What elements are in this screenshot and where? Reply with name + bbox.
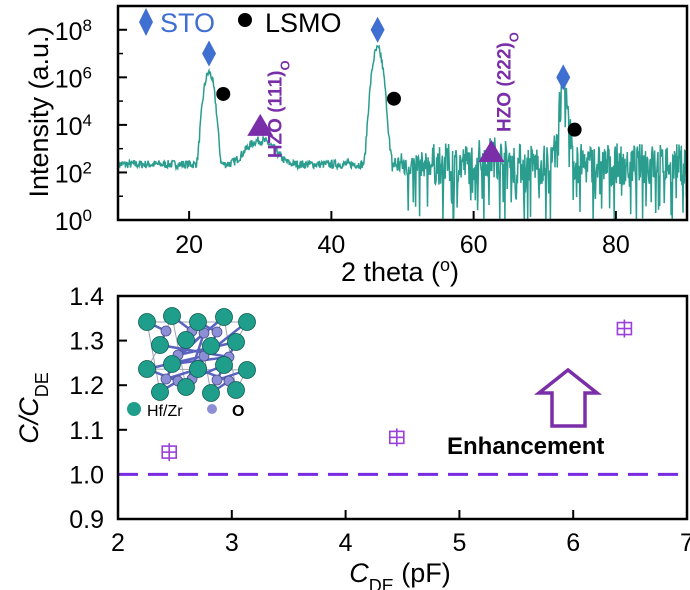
hf-zr-atom-icon bbox=[127, 402, 141, 416]
crystal-structure-inset bbox=[138, 307, 256, 402]
y-tick-label: 108 bbox=[55, 15, 92, 46]
lsmo-peak-marker bbox=[216, 86, 231, 101]
crystal-bond bbox=[159, 343, 230, 359]
oxygen-atom-icon bbox=[207, 404, 217, 414]
y-tick-label: 1.4 bbox=[69, 283, 104, 311]
hf-zr-atom bbox=[151, 383, 169, 401]
hf-zr-atom bbox=[163, 355, 181, 373]
hf-zr-atom bbox=[202, 384, 220, 402]
xrd-panel: 20 40 60 80 100 102 104 106 108 HZO (111)O HZO (2… bbox=[24, 4, 689, 287]
sto-legend-label: STO bbox=[160, 8, 215, 38]
capacitance-y-axis-title: C/CDE bbox=[14, 372, 52, 444]
y-tick-label: 106 bbox=[55, 63, 92, 94]
hf-zr-atom bbox=[138, 360, 156, 378]
y-tick-label: 100 bbox=[55, 206, 92, 237]
y-tick-label: 104 bbox=[55, 110, 92, 141]
hzo-peak-annotation: HZO (222)O bbox=[495, 32, 522, 132]
crystal-bond bbox=[146, 321, 161, 393]
sto-peak-marker bbox=[556, 64, 571, 91]
hf-zr-atom bbox=[202, 337, 220, 355]
lsmo-peak-marker bbox=[386, 91, 401, 106]
xrd-x-axis-title: 2 theta (o) bbox=[341, 255, 459, 287]
hzo-peak-annotation: HZO (111)O bbox=[266, 60, 293, 158]
y-tick-label: 1.3 bbox=[69, 328, 104, 356]
lsmo-peak-marker bbox=[567, 122, 582, 137]
x-tick-label: 5 bbox=[452, 529, 466, 557]
hf-zr-atom bbox=[227, 381, 245, 399]
top-phase-markers: HZO (111)O HZO (222)O bbox=[202, 16, 582, 163]
enhancement-arrow bbox=[533, 367, 603, 428]
x-tick-label: 40 bbox=[317, 231, 345, 259]
sto-legend-marker bbox=[139, 8, 153, 36]
capacitance-plot-frame bbox=[116, 294, 689, 521]
x-tick-label: 2 bbox=[111, 529, 125, 557]
x-tick-label: 3 bbox=[225, 529, 239, 557]
capacitance-panel: 2 3 4 5 6 7 0.9 1.0 1.1 1.2 1.3 1.4 Enhancement Hf/… bbox=[14, 283, 690, 590]
hf-zr-atom bbox=[238, 313, 256, 331]
top-tick-labels: 20 40 60 80 100 102 104 106 108 bbox=[55, 15, 630, 259]
x-tick-label: 20 bbox=[175, 231, 203, 259]
oxygen-atom bbox=[211, 374, 223, 386]
hf-zr-atom bbox=[177, 378, 195, 396]
y-tick-label: 1.1 bbox=[69, 417, 104, 445]
xrd-y-axis-title: Intensity (a.u.) bbox=[24, 26, 54, 197]
hf-zr-label: Hf/Zr bbox=[147, 403, 183, 420]
xrd-plot-frame bbox=[116, 4, 689, 222]
x-tick-label: 80 bbox=[602, 231, 630, 259]
hf-zr-atom bbox=[238, 361, 256, 379]
y-tick-label: 1.0 bbox=[69, 461, 104, 489]
capacitance-points bbox=[161, 319, 633, 462]
capacitance-point bbox=[161, 443, 178, 462]
xrd-pattern-line bbox=[117, 44, 688, 221]
capacitance-point bbox=[616, 319, 633, 338]
oxygen-label: O bbox=[232, 403, 244, 420]
hzo-peak-marker bbox=[478, 140, 505, 163]
x-tick-label: 6 bbox=[566, 529, 580, 557]
oxygen-atom bbox=[160, 373, 172, 385]
inset-legend: Hf/Zr O bbox=[127, 402, 244, 420]
phase-legend: STO LSMO bbox=[139, 8, 342, 38]
hf-zr-atom bbox=[163, 307, 181, 325]
y-tick-label: 102 bbox=[55, 158, 92, 189]
hf-zr-atom bbox=[227, 333, 245, 351]
lsmo-legend-marker bbox=[238, 13, 252, 27]
capacitance-point bbox=[389, 428, 405, 447]
x-tick-label: 4 bbox=[339, 529, 353, 557]
x-tick-label: 60 bbox=[460, 231, 488, 259]
hf-zr-atom bbox=[215, 308, 233, 326]
hf-zr-atom bbox=[189, 313, 207, 331]
hf-zr-atom bbox=[189, 360, 207, 378]
lsmo-legend-label: LSMO bbox=[265, 8, 342, 38]
sto-peak-marker bbox=[202, 40, 217, 67]
hzo-peak-marker bbox=[247, 113, 274, 136]
oxygen-atom bbox=[211, 326, 223, 338]
hf-zr-atom bbox=[151, 336, 169, 354]
hf-zr-atom bbox=[138, 313, 156, 331]
sto-peak-marker bbox=[370, 16, 385, 43]
bottom-tick-labels: 2 3 4 5 6 7 0.9 1.0 1.1 1.2 1.3 1.4 bbox=[69, 283, 690, 557]
hf-zr-atom bbox=[215, 356, 233, 374]
x-tick-label: 7 bbox=[680, 529, 690, 557]
hf-zr-atom bbox=[177, 331, 195, 349]
y-tick-label: 1.2 bbox=[69, 372, 104, 400]
oxygen-atom bbox=[160, 325, 172, 337]
y-tick-label: 0.9 bbox=[69, 506, 104, 534]
capacitance-x-axis-title: CDE (pF) bbox=[349, 558, 451, 590]
enhancement-label: Enhancement bbox=[447, 433, 604, 460]
